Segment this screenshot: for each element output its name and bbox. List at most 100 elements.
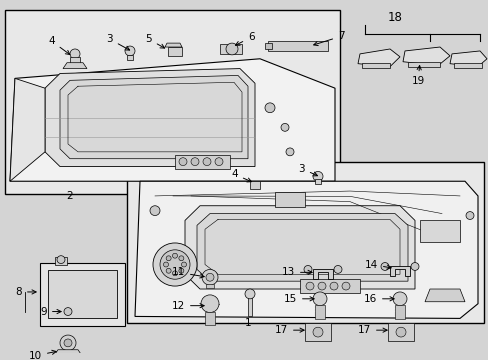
Circle shape	[172, 253, 177, 258]
Bar	[168, 47, 182, 56]
Text: 2: 2	[66, 191, 73, 201]
Bar	[264, 43, 271, 49]
Polygon shape	[197, 213, 407, 281]
Circle shape	[285, 148, 293, 156]
Text: 1: 1	[244, 318, 251, 328]
Polygon shape	[389, 266, 409, 276]
Text: 13: 13	[281, 267, 311, 277]
Text: 15: 15	[283, 294, 313, 304]
Circle shape	[410, 262, 418, 270]
Bar	[387, 323, 413, 341]
Circle shape	[215, 158, 223, 166]
Bar	[127, 55, 133, 60]
Bar	[220, 44, 242, 54]
Circle shape	[172, 271, 177, 276]
Circle shape	[179, 256, 183, 261]
Text: 6: 6	[235, 32, 254, 45]
Text: 19: 19	[410, 66, 424, 86]
Polygon shape	[184, 206, 414, 289]
Circle shape	[264, 103, 274, 113]
Bar	[249, 181, 260, 189]
Circle shape	[317, 282, 325, 290]
Text: 4: 4	[48, 36, 70, 54]
Polygon shape	[357, 49, 399, 67]
Bar	[267, 41, 327, 51]
Polygon shape	[10, 59, 334, 181]
Circle shape	[179, 158, 186, 166]
Text: 12: 12	[171, 301, 203, 311]
Circle shape	[465, 212, 473, 220]
Circle shape	[153, 243, 197, 286]
Text: 3: 3	[106, 34, 129, 50]
Polygon shape	[60, 76, 247, 159]
Circle shape	[57, 256, 65, 264]
Circle shape	[166, 268, 171, 273]
Circle shape	[312, 327, 323, 337]
Circle shape	[305, 282, 313, 290]
Circle shape	[64, 308, 72, 315]
Polygon shape	[312, 269, 332, 279]
Polygon shape	[135, 181, 477, 318]
Circle shape	[202, 269, 218, 285]
Text: 3: 3	[298, 163, 317, 176]
Text: 10: 10	[29, 350, 56, 360]
Circle shape	[392, 292, 406, 306]
Circle shape	[70, 49, 80, 59]
Bar	[361, 63, 389, 68]
Circle shape	[395, 327, 405, 337]
Text: 9: 9	[41, 307, 61, 316]
Bar	[204, 311, 215, 325]
Text: 7: 7	[313, 31, 344, 46]
Bar	[55, 257, 67, 265]
Text: 4: 4	[231, 170, 251, 182]
Bar	[5, 10, 339, 194]
Circle shape	[160, 250, 190, 279]
Circle shape	[205, 273, 214, 281]
Text: 17: 17	[274, 325, 304, 335]
Text: 8: 8	[15, 287, 36, 297]
Circle shape	[281, 123, 288, 131]
Polygon shape	[164, 43, 182, 47]
Bar	[407, 62, 439, 67]
Bar	[127, 162, 483, 323]
Polygon shape	[424, 289, 464, 302]
Text: 5: 5	[145, 34, 164, 48]
Bar	[274, 192, 305, 207]
Circle shape	[380, 262, 388, 270]
Circle shape	[341, 282, 349, 290]
Polygon shape	[45, 68, 254, 167]
Circle shape	[312, 171, 323, 181]
Circle shape	[304, 265, 311, 273]
Polygon shape	[402, 47, 449, 66]
Polygon shape	[449, 51, 486, 67]
Circle shape	[163, 262, 168, 267]
Bar	[175, 155, 229, 168]
Bar	[419, 220, 459, 242]
Circle shape	[201, 295, 219, 312]
Bar	[247, 297, 251, 316]
Bar	[48, 270, 117, 318]
Circle shape	[225, 43, 238, 55]
Bar	[453, 63, 481, 68]
Text: 16: 16	[363, 294, 393, 304]
Text: 18: 18	[387, 11, 402, 24]
Bar	[305, 323, 330, 341]
Text: 14: 14	[364, 260, 390, 270]
Bar	[314, 179, 320, 184]
Bar	[205, 284, 214, 288]
Text: 17: 17	[357, 325, 386, 335]
Text: 11: 11	[171, 267, 204, 278]
Circle shape	[312, 292, 326, 306]
Circle shape	[203, 158, 210, 166]
Circle shape	[333, 265, 341, 273]
Circle shape	[150, 206, 160, 216]
Circle shape	[181, 262, 186, 267]
Circle shape	[244, 289, 254, 299]
Circle shape	[64, 339, 72, 347]
Circle shape	[191, 158, 199, 166]
Polygon shape	[63, 63, 87, 68]
Circle shape	[60, 335, 76, 351]
Bar	[299, 279, 359, 293]
Circle shape	[179, 268, 183, 273]
Bar	[40, 262, 125, 326]
